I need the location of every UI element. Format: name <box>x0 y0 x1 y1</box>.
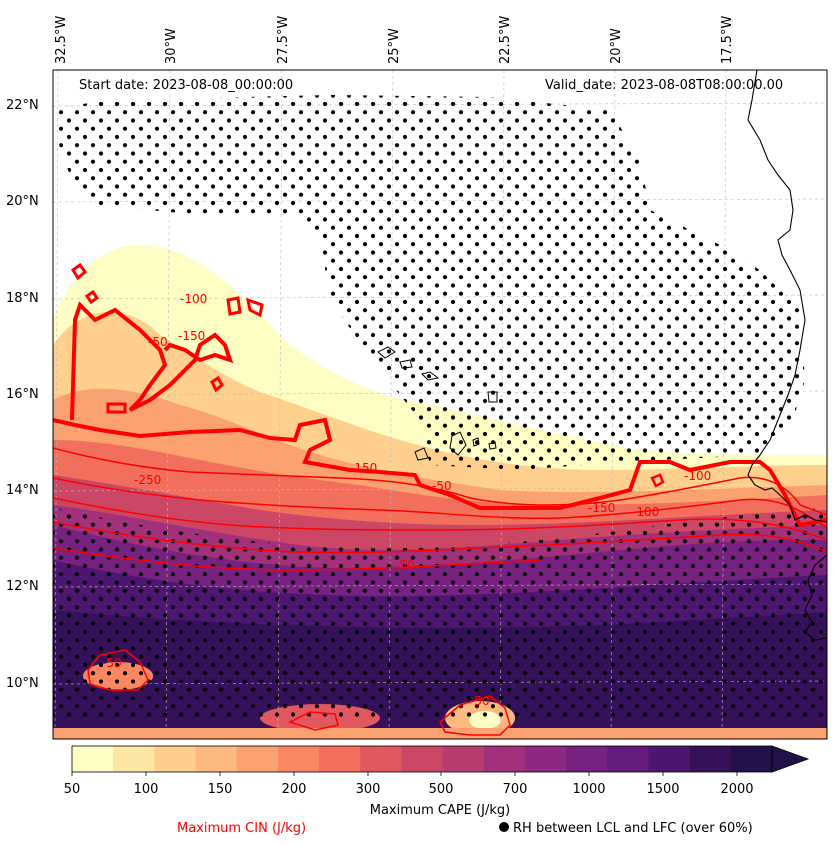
colorbar-segment-15 <box>689 746 732 772</box>
valid-date-label: Valid_date: 2023-08-08T08:00:00.00 <box>545 78 784 93</box>
cin-legend-label: Maximum CIN (J/kg) <box>177 821 306 836</box>
cbar-tick-200: 200 <box>282 782 307 797</box>
cin-contour-west-patch <box>87 649 149 691</box>
cin-contour-small-1 <box>70 262 88 281</box>
cin-contour-south-patch-2 <box>288 711 339 731</box>
rh-legend-dot-icon <box>499 822 509 832</box>
colorbar-segment-5 <box>277 746 320 772</box>
cin-contour-south-patch <box>439 695 511 736</box>
africa-coastline <box>747 70 827 523</box>
cin-contour-small-5 <box>106 402 127 414</box>
colorbar-segment-1 <box>113 746 155 772</box>
colorbar-segment-14 <box>648 746 691 772</box>
contour-label-1: -100 <box>180 292 207 306</box>
colorbar-segment-8 <box>401 746 444 772</box>
cin-contour-50-nw <box>70 301 234 421</box>
colorbar-tick-labels: 50 100 150 200 300 500 700 1000 1500 200… <box>64 782 754 797</box>
cbar-tick-1000: 1000 <box>572 782 605 797</box>
cin-contour-50 <box>53 417 827 528</box>
start-date-label: Start date: 2023-08-08_00:00:00 <box>79 78 294 93</box>
map-frame <box>52 69 828 740</box>
contour-label-10: -50 <box>395 558 415 572</box>
cbar-tick-300: 300 <box>356 782 381 797</box>
lat-label-14n: 14°N <box>6 483 39 498</box>
cin-contour-small-3 <box>226 296 242 316</box>
colorbar-segment-4 <box>236 746 279 772</box>
lat-label-18n: 18°N <box>6 291 39 306</box>
colorbar-segment-13 <box>607 746 649 772</box>
colorbar-segment-7 <box>360 746 402 772</box>
cin-contour-250 <box>53 497 827 541</box>
cin-contour-100 <box>53 447 827 516</box>
colorbar-label: Maximum CAPE (J/kg) <box>370 803 510 818</box>
lat-label-16n: 16°N <box>6 387 39 402</box>
rh-hatch-north <box>55 95 805 470</box>
colorbar-segment-0 <box>72 746 114 772</box>
cbar-tick-1500: 1500 <box>646 782 679 797</box>
lat-label-22n: 22°N <box>6 98 39 113</box>
cape-band-bottom <box>53 728 827 739</box>
africa-coast-south <box>804 554 827 641</box>
colorbar-frame <box>71 745 773 773</box>
colorbar-segment-6 <box>319 746 361 772</box>
colorbar-ticks <box>71 772 738 776</box>
cin-contour-150 <box>53 477 827 529</box>
contour-labels: -100 -50 -150 -250 -150 -50 -100 -150 -1… <box>102 292 711 708</box>
colorbar-segment-16 <box>730 746 773 772</box>
colorbar-segment-9 <box>442 746 485 772</box>
cape-verde-islands <box>377 346 498 461</box>
lat-label-12n: 12°N <box>6 579 39 594</box>
lat-label-10n: 10°N <box>6 676 39 691</box>
contour-label-12: -50 <box>470 694 490 708</box>
cin-contour-300 <box>53 521 827 554</box>
cin-contour-small-6 <box>210 375 224 393</box>
contour-label-9: -100 <box>632 505 659 519</box>
rh-legend-label: RH between LCL and LFC (over 60%) <box>513 821 753 836</box>
colorbar-segment-12 <box>566 746 608 772</box>
cbar-tick-2000: 2000 <box>720 782 753 797</box>
cbar-tick-150: 150 <box>208 782 233 797</box>
contour-label-8: -150 <box>588 501 615 515</box>
colorbar-segment-10 <box>483 746 526 772</box>
lat-label-20n: 20°N <box>6 194 39 209</box>
contour-label-4: -250 <box>134 473 161 487</box>
cin-contour-small-7 <box>650 473 665 488</box>
cin-contour-small-2 <box>84 289 100 305</box>
colorbar-extension <box>771 745 810 773</box>
colorbar-segment-11 <box>524 746 567 772</box>
contour-label-6: -50 <box>432 479 452 493</box>
cbar-tick-100: 100 <box>134 782 159 797</box>
contour-label-11: -50 <box>102 656 122 670</box>
colorbar <box>72 746 773 772</box>
cin-contour-350 <box>53 547 541 571</box>
contour-label-5: -150 <box>350 461 377 475</box>
contour-label-2: -50 <box>148 335 168 349</box>
cin-contour-small-4 <box>246 297 264 318</box>
colorbar-segment-3 <box>195 746 238 772</box>
cin-contours <box>53 262 827 736</box>
cbar-tick-50: 50 <box>64 782 81 797</box>
colorbar-segment-2 <box>154 746 197 772</box>
cbar-tick-500: 500 <box>429 782 454 797</box>
cbar-tick-700: 700 <box>503 782 528 797</box>
contour-label-3: -150 <box>178 329 205 343</box>
contour-label-7: -100 <box>684 469 711 483</box>
rh-hatch-south <box>53 508 827 720</box>
